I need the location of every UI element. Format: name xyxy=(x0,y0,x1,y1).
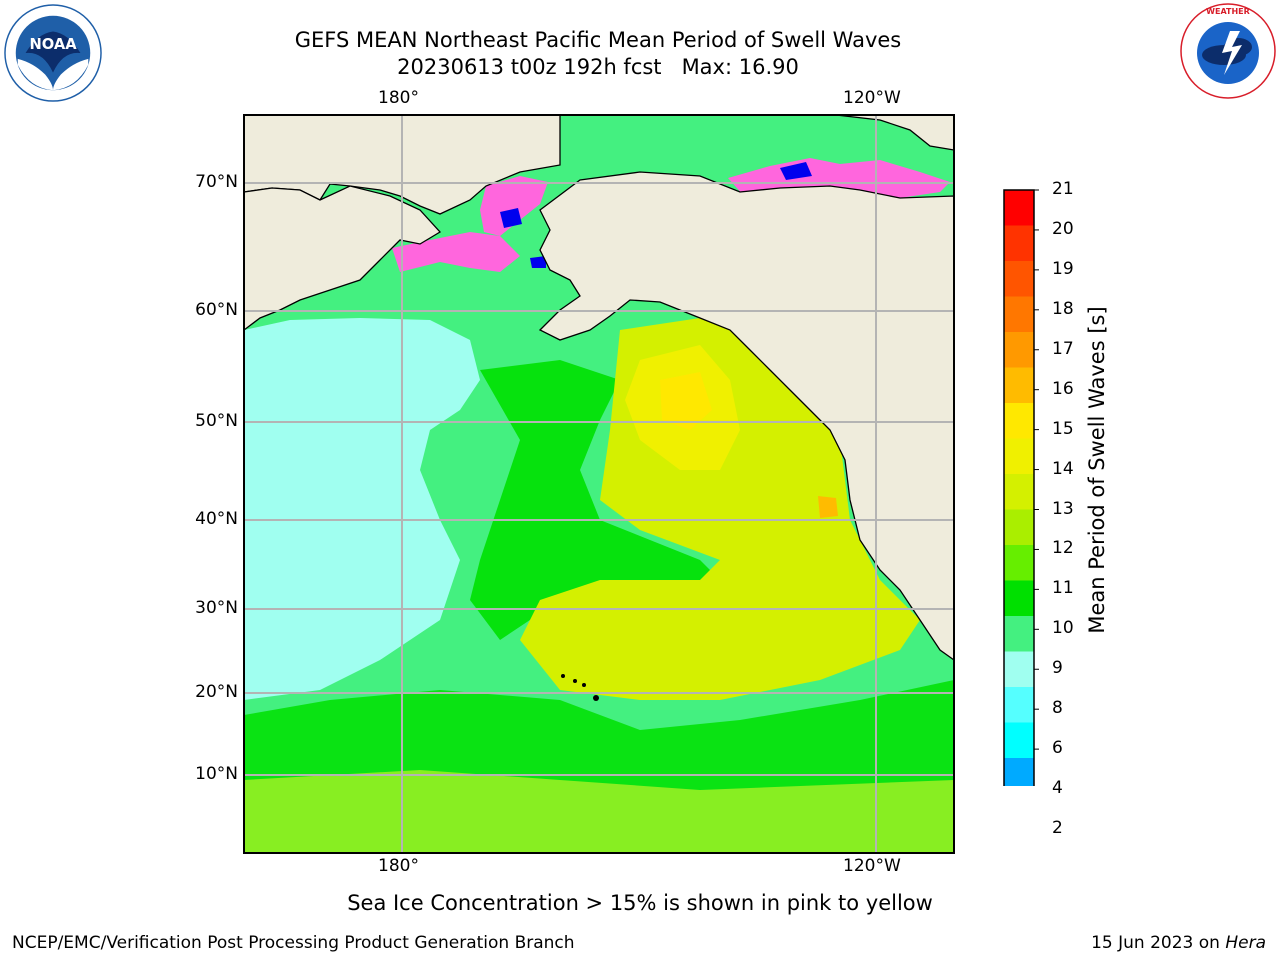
colorbar-segment xyxy=(1004,332,1034,368)
arctic-islands xyxy=(835,115,954,151)
colorbar-segment xyxy=(1004,545,1034,581)
svg-text:NOAA: NOAA xyxy=(29,36,77,53)
colorbar-tick-label: 13 xyxy=(1052,498,1074,519)
colorbar-tick-label: 18 xyxy=(1052,298,1074,319)
colorbar-tick-label: 17 xyxy=(1052,338,1074,359)
map-frame xyxy=(243,114,955,854)
colorbar-tick-label: 8 xyxy=(1052,698,1063,719)
sea-ice-chukchi xyxy=(480,176,548,236)
lon-label-top-180: 180° xyxy=(378,88,419,108)
colorbar-segment xyxy=(1004,190,1034,226)
lon-label-bottom-120w: 120°W xyxy=(843,856,901,876)
colorbar-segment xyxy=(1004,687,1034,723)
colorbar-tick-label: 21 xyxy=(1052,179,1074,199)
graticule xyxy=(244,115,954,853)
colorbar-tick-label: 11 xyxy=(1052,578,1074,599)
colorbar-segment xyxy=(1004,296,1034,333)
colorbar-segment xyxy=(1004,403,1034,439)
sea-ice-thick-2 xyxy=(780,162,812,180)
colorbar-tick-label: 12 xyxy=(1052,538,1074,559)
lat-label-60n: 60°N xyxy=(195,300,238,320)
colorbar-tick-label: 2 xyxy=(1052,818,1063,838)
colorbar-tick-label: 9 xyxy=(1052,658,1063,679)
colorbar-segment xyxy=(1004,580,1034,617)
colorbar-segment xyxy=(1004,509,1034,546)
lat-label-30n: 30°N xyxy=(195,598,238,618)
colorbar xyxy=(1003,189,1039,786)
colorbar-tick-label: 4 xyxy=(1052,778,1063,799)
period-15-16-patch xyxy=(660,372,712,430)
lon-label-top-120w: 120°W xyxy=(843,88,901,108)
colorbar-segment xyxy=(1004,616,1034,652)
footer-host: Hera xyxy=(1225,933,1266,953)
lon-label-bottom-180: 180° xyxy=(378,856,419,876)
period-12-south-strip xyxy=(244,770,954,853)
colorbar-segment xyxy=(1004,722,1034,759)
sea-ice-thick-1 xyxy=(500,208,522,228)
colorbar-tick-label: 14 xyxy=(1052,458,1074,479)
colorbar-tick-label: 10 xyxy=(1052,618,1074,639)
colorbar-tick-label: 15 xyxy=(1052,418,1074,439)
lat-label-20n: 20°N xyxy=(195,682,238,702)
chart-subtitle: 20230613 t00z 192h fcst Max: 16.90 xyxy=(397,55,799,79)
lat-label-40n: 40°N xyxy=(195,509,238,529)
colorbar-segment xyxy=(1004,261,1034,297)
colorbar-segment xyxy=(1004,438,1034,475)
lat-label-10n: 10°N xyxy=(195,764,238,784)
hawaii-islands xyxy=(561,674,599,701)
footer-date-text: 15 Jun 2023 on xyxy=(1091,933,1226,953)
colorbar-title: Mean Period of Swell Waves [s] xyxy=(1085,306,1109,634)
noaa-logo: NOAA xyxy=(4,4,102,102)
sea-ice-thick-3 xyxy=(530,256,546,268)
colorbar-tick-label: 16 xyxy=(1052,378,1074,399)
sea-ice-footnote: Sea Ice Concentration > 15% is shown in … xyxy=(347,891,933,915)
colorbar-tick-label: 19 xyxy=(1052,258,1074,279)
chart-title: GEFS MEAN Northeast Pacific Mean Period … xyxy=(294,28,902,52)
colorbar-segment xyxy=(1004,474,1034,510)
footer-date: 15 Jun 2023 on Hera xyxy=(1091,933,1266,953)
colorbar-tick-label: 20 xyxy=(1052,218,1074,239)
period-8-9-region xyxy=(244,318,480,700)
alaska-canada-land xyxy=(538,171,954,661)
period-10-11-region xyxy=(470,360,720,640)
colorbar-segment xyxy=(1004,225,1034,262)
colorbar-segment xyxy=(1004,758,1034,786)
lat-label-50n: 50°N xyxy=(195,411,238,431)
colorbar-segment xyxy=(1004,367,1034,404)
nws-logo: WEATHER xyxy=(1180,3,1276,99)
period-16-patch xyxy=(818,496,838,518)
colorbar-tick-label: 6 xyxy=(1052,738,1063,759)
lat-label-70n: 70°N xyxy=(195,172,238,192)
footer-branch: NCEP/EMC/Verification Post Processing Pr… xyxy=(12,933,575,953)
colorbar-segment xyxy=(1004,651,1034,688)
svg-text:WEATHER: WEATHER xyxy=(1206,7,1250,16)
